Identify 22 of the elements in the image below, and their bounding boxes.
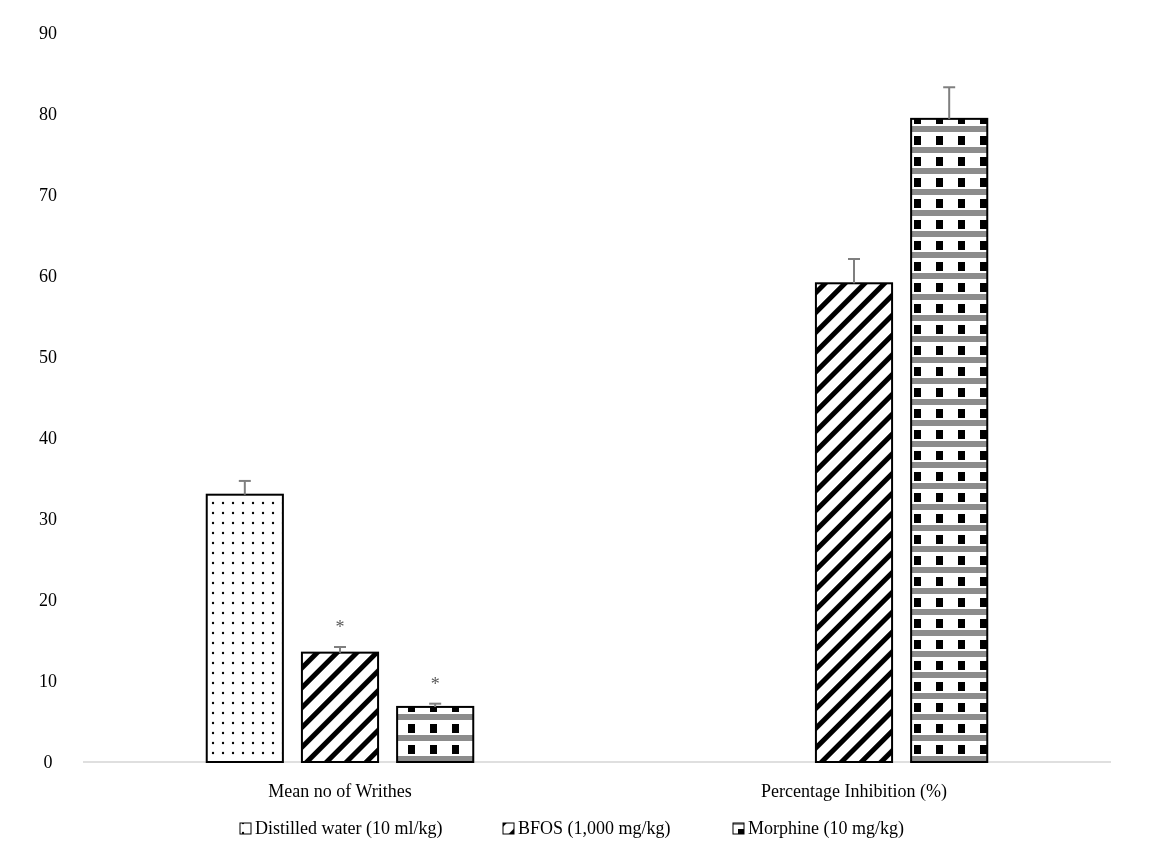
x-tick-label: Mean no of Writhes xyxy=(268,781,412,801)
y-tick-label: 60 xyxy=(39,266,57,287)
bar xyxy=(910,117,989,763)
bar xyxy=(205,493,284,763)
legend-label: Morphine (10 mg/kg) xyxy=(748,818,904,839)
bar xyxy=(814,282,894,763)
y-tick-label: 40 xyxy=(39,428,57,449)
y-tick-label: 30 xyxy=(39,509,57,530)
y-tick-label: 80 xyxy=(39,104,57,125)
annotation: * xyxy=(335,616,345,637)
y-tick-label: 90 xyxy=(39,23,57,44)
y-tick-label: 50 xyxy=(39,347,57,368)
annotation: * xyxy=(430,673,440,694)
y-tick-label: 20 xyxy=(39,590,57,611)
bar xyxy=(300,651,380,763)
bar xyxy=(396,705,475,763)
y-tick-label: 70 xyxy=(39,185,57,206)
x-tick-label: Percentage Inhibition (%) xyxy=(761,781,947,802)
y-tick-label: 10 xyxy=(39,671,57,692)
y-tick-label: 0 xyxy=(43,752,53,773)
legend-label: BFOS (1,000 mg/kg) xyxy=(518,818,671,839)
legend-label: Distilled water (10 ml/kg) xyxy=(255,818,443,839)
